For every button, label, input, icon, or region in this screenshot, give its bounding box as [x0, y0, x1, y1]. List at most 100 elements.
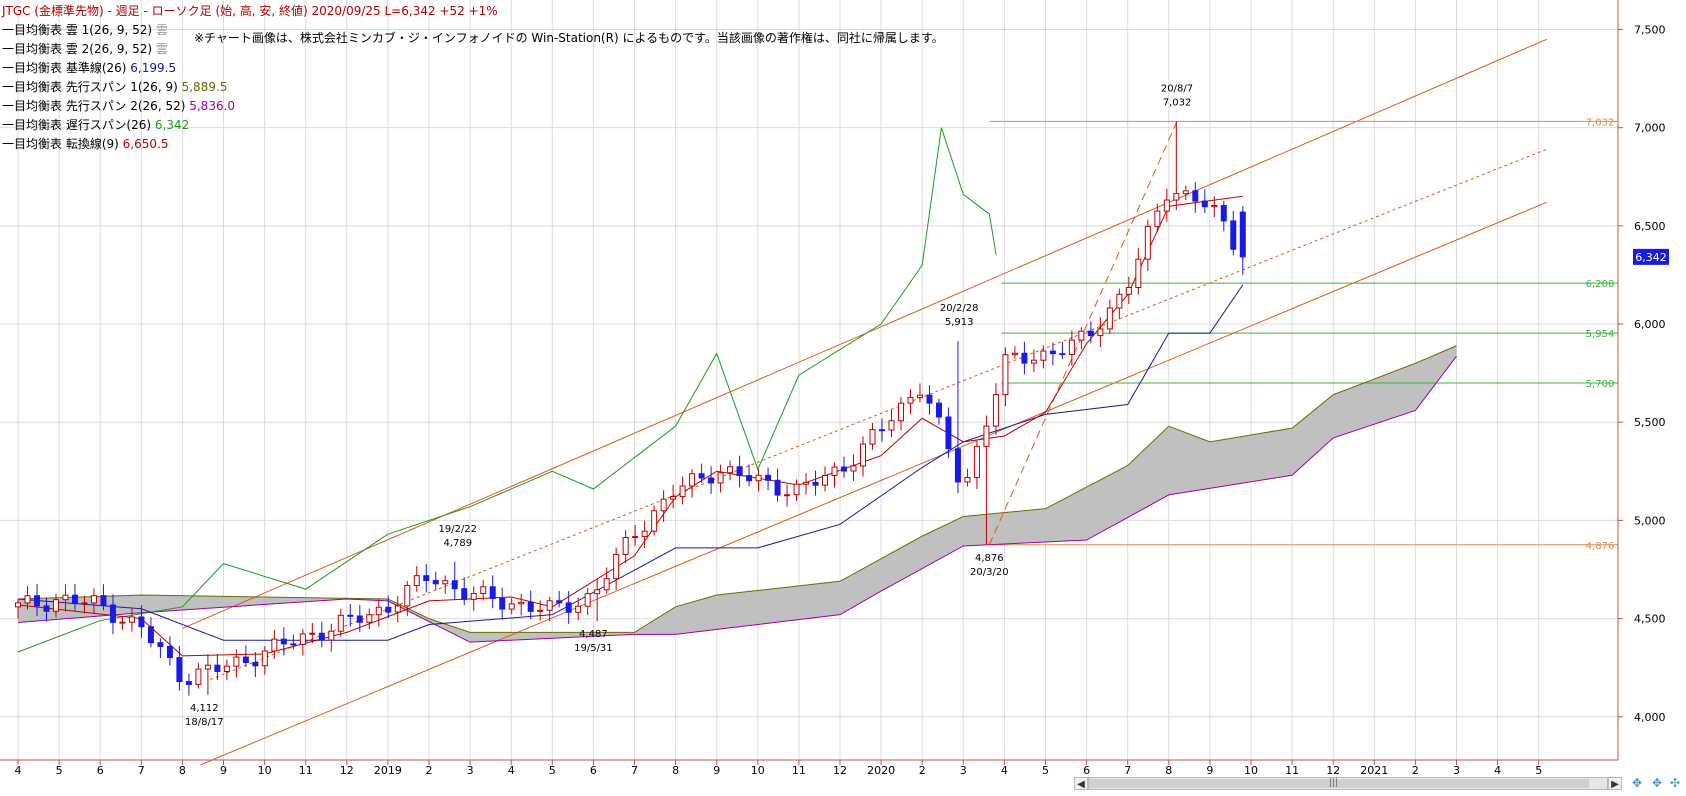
y-tick-label: 4,000	[1634, 711, 1666, 724]
candle-down	[736, 466, 743, 477]
y-tick-label: 6,000	[1634, 318, 1666, 331]
candle-down	[1192, 190, 1199, 202]
x-tick-label: 9	[1206, 764, 1213, 777]
legend-kijun: 一目均衡表 基準線(26) 6,199.5	[2, 61, 177, 75]
x-tick-label: 2021	[1360, 764, 1388, 777]
level-label: 4,876	[1586, 541, 1615, 552]
scroll-left-arrow-icon[interactable]: ◀	[1074, 777, 1088, 790]
candle-up	[689, 473, 696, 487]
candle-down	[109, 604, 116, 623]
candle-down	[1049, 350, 1056, 355]
scroll-right-arrow-icon[interactable]: ▶	[1608, 777, 1622, 790]
zoom-out-icon[interactable]: ✥	[1631, 776, 1643, 790]
candle-up	[518, 601, 525, 605]
candle-up	[413, 575, 420, 586]
candle-up	[1106, 307, 1113, 330]
x-tick-label: 5	[549, 764, 556, 777]
candle-down	[935, 402, 942, 418]
indicator-legend: JTGC (金標準先物) - 週足 - ローソク足 (始, 高, 安, 終値) …	[2, 2, 498, 154]
x-tick-label: 9	[713, 764, 720, 777]
x-tick-label: 7	[631, 764, 638, 777]
x-tick-label: 6	[97, 764, 104, 777]
x-tick-label: 11	[792, 764, 806, 777]
candle-up	[641, 530, 648, 538]
candle-up	[309, 632, 316, 635]
candle-down	[43, 605, 50, 612]
candle-down	[138, 616, 145, 628]
candle-up	[603, 578, 610, 591]
candle-down	[252, 662, 259, 667]
candle-down	[347, 614, 354, 617]
candle-up	[679, 485, 686, 498]
candle-up	[803, 481, 810, 485]
legend-tenkan-value: 6,650.5	[122, 137, 169, 151]
candle-down	[461, 588, 468, 600]
candle-up	[204, 664, 211, 670]
candle-up	[1182, 190, 1189, 195]
candle-down	[1059, 353, 1066, 356]
senkou-span1-line	[17, 345, 1457, 633]
zoom-in-icon[interactable]: ✥	[1651, 776, 1663, 790]
horizontal-scrollbar[interactable]: |||	[1088, 777, 1608, 790]
candle-down	[878, 429, 885, 432]
candle-down	[385, 606, 392, 613]
x-tick-label: 4	[1001, 764, 1008, 777]
candle-up	[1078, 330, 1085, 341]
candle-up	[973, 445, 980, 478]
candle-up	[1211, 205, 1218, 208]
x-tick-label: 8	[1165, 764, 1172, 777]
x-tick-label: 10	[1244, 764, 1258, 777]
legend-span2-value: 5,836.0	[189, 99, 236, 113]
candle-up	[793, 483, 800, 496]
annotation-label: 4,487	[579, 629, 608, 640]
candle-up	[1125, 286, 1132, 295]
candle-down	[1239, 211, 1246, 258]
x-tick-label: 7	[138, 764, 145, 777]
candle-down	[423, 575, 430, 582]
candle-down	[1087, 330, 1094, 337]
candle-up	[1173, 193, 1180, 201]
candle-down	[698, 473, 705, 479]
scrollbar-thumb[interactable]	[1089, 779, 1589, 788]
y-tick-label: 4,500	[1634, 613, 1666, 626]
x-tick-label: 2020	[867, 764, 895, 777]
legend-chikou-value: 6,342	[154, 118, 190, 132]
annotation-label: 5,913	[945, 317, 974, 328]
senkou-span2-line	[17, 355, 1457, 643]
candle-up	[508, 603, 515, 610]
candle-down	[290, 643, 297, 646]
candle-up	[784, 494, 791, 497]
chikou-span-line	[17, 127, 997, 653]
x-tick-label: 12	[833, 764, 847, 777]
legend-span2: 一目均衡表 先行スパン 2(26, 52) 5,836.0	[2, 99, 236, 113]
candle-down	[746, 475, 753, 482]
candle-down	[185, 681, 192, 685]
candle-up	[1144, 225, 1151, 260]
candle-up	[81, 602, 88, 605]
candle-up	[1163, 199, 1170, 212]
candle-up	[52, 599, 59, 612]
candle-down	[280, 638, 287, 645]
candle-up	[337, 614, 344, 632]
candle-up	[1030, 359, 1037, 364]
legend-span1-value: 5,889.5	[181, 80, 228, 94]
candle-up	[869, 429, 876, 445]
candle-up	[470, 593, 477, 600]
candle-up	[128, 616, 135, 623]
candle-up	[366, 614, 373, 623]
candle-up	[394, 605, 401, 613]
candle-up	[261, 650, 268, 667]
x-tick-label: 2	[426, 764, 433, 777]
candle-up	[727, 466, 734, 474]
candle-up	[1068, 339, 1075, 356]
x-tick-label: 2	[919, 764, 926, 777]
candle-down	[214, 664, 221, 672]
candle-up	[404, 584, 411, 607]
candle-down	[33, 595, 40, 607]
x-tick-label: 3	[1453, 764, 1460, 777]
tenkan-line	[17, 195, 1243, 657]
legend-kumo1: 一目均衡表 雲 1(26, 9, 52) 雲	[2, 23, 168, 37]
candle-up	[15, 602, 21, 608]
move-icon[interactable]: ✣	[1669, 776, 1681, 790]
